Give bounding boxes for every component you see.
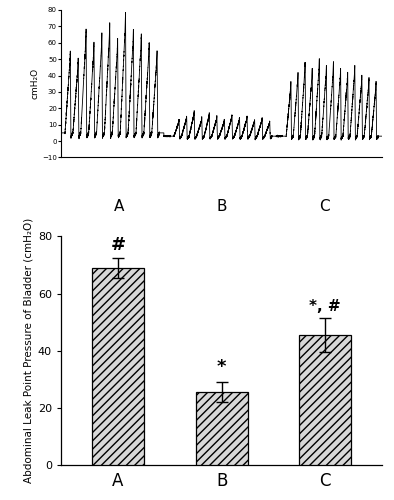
Text: B: B — [216, 199, 227, 214]
Y-axis label: cmH₂O: cmH₂O — [30, 68, 39, 100]
Bar — [196, 392, 247, 465]
Text: *, #: *, # — [309, 298, 341, 314]
Text: A: A — [114, 199, 124, 214]
Bar — [299, 335, 351, 465]
Y-axis label: Abdominal Leak Point Pressure of Bladder (cmH₂O): Abdominal Leak Point Pressure of Bladder… — [24, 218, 34, 483]
Text: *: * — [217, 358, 227, 376]
Bar — [92, 268, 144, 465]
Text: C: C — [319, 199, 330, 214]
Text: #: # — [110, 236, 126, 254]
